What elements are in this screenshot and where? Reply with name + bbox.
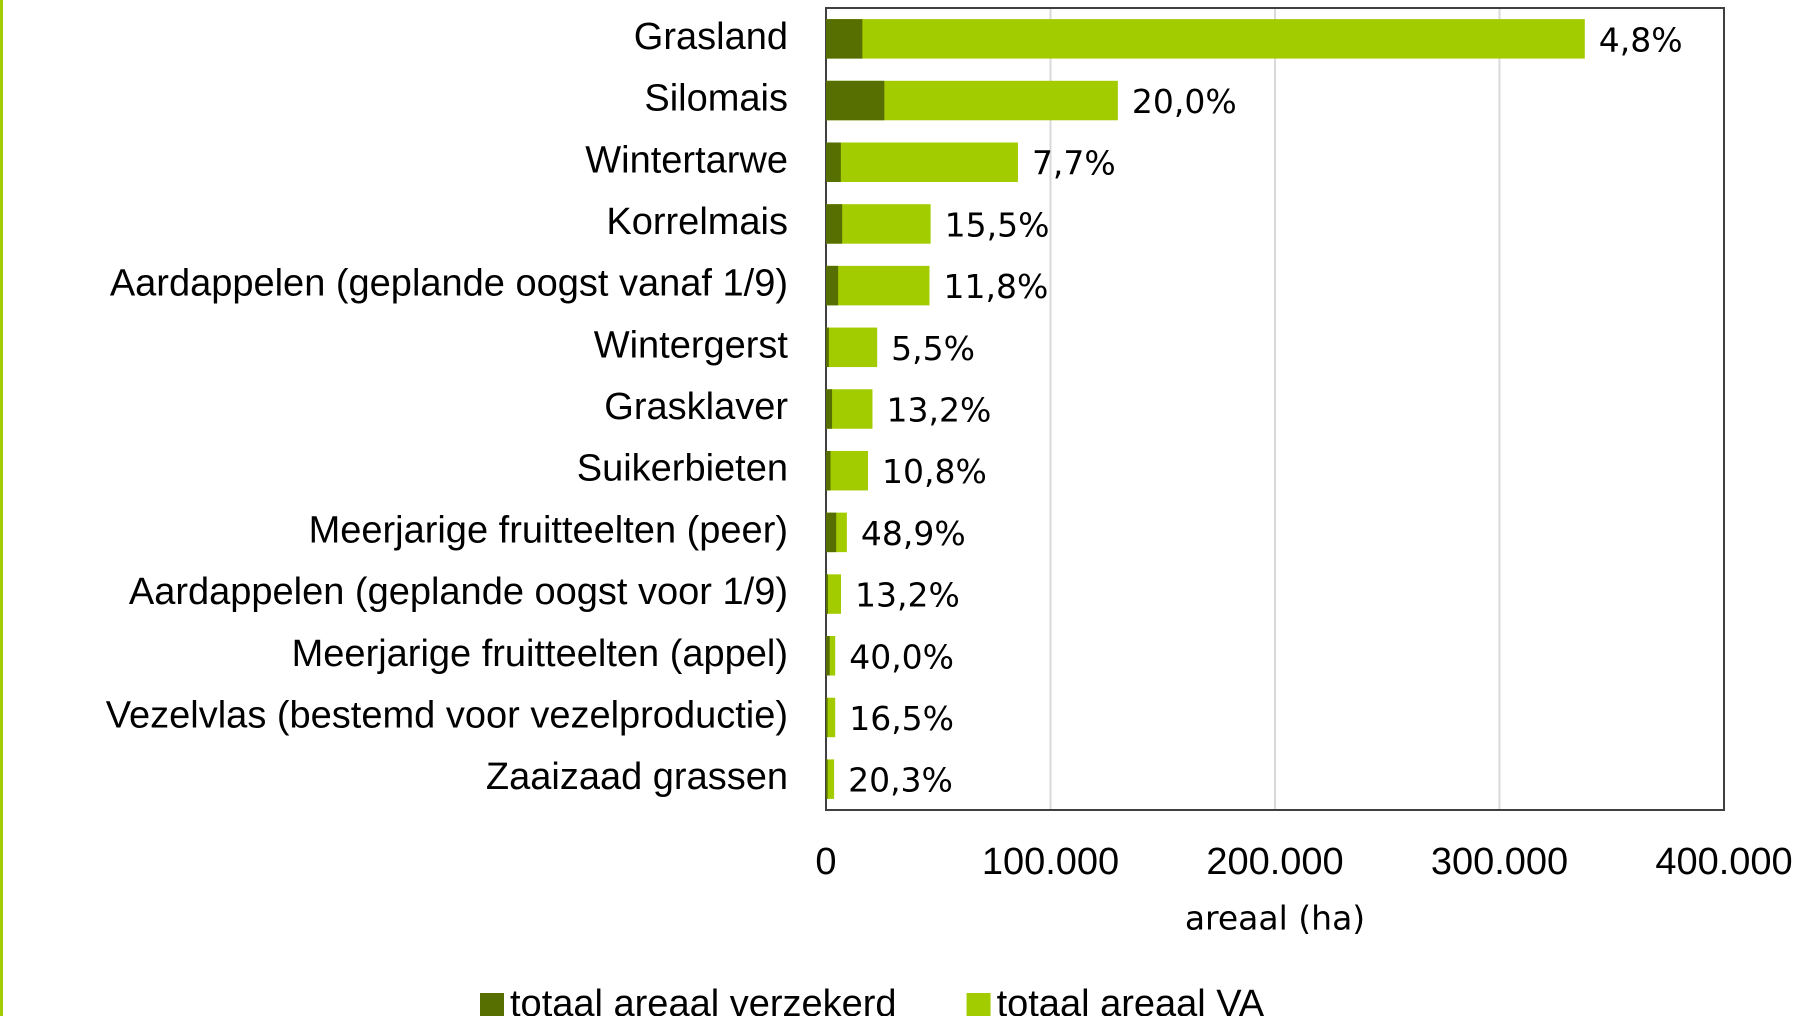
data-label: 20,0% (1132, 82, 1237, 121)
legend-swatch (480, 993, 504, 1016)
bar (826, 204, 931, 244)
bar (826, 450, 868, 491)
y-tick-label: Suikerbieten (577, 448, 788, 490)
x-tick-label: 400.000 (1655, 841, 1792, 883)
bar (826, 389, 833, 429)
y-tick-label: Wintergerst (594, 324, 789, 366)
data-label: 13,2% (886, 391, 991, 430)
y-tick-label: Zaaizaad grassen (486, 756, 788, 798)
data-label: 15,5% (945, 205, 1050, 244)
page-edge (0, 0, 3, 1016)
bar (826, 697, 836, 738)
x-tick-label: 100.000 (982, 841, 1119, 883)
y-tick-label: Wintertarwe (585, 139, 788, 181)
bar (826, 450, 831, 491)
bar (826, 19, 1585, 59)
y-tick-label: Meerjarige fruitteelten (appel) (292, 633, 788, 675)
bar (826, 759, 835, 799)
bar (826, 636, 830, 676)
bar (826, 389, 873, 429)
data-label: 16,5% (849, 699, 954, 738)
data-label: 4,8% (1599, 20, 1683, 59)
bar (826, 142, 1018, 182)
data-label: 5,5% (891, 329, 975, 368)
bar (826, 697, 828, 738)
bar (826, 574, 842, 614)
data-label: 7,7% (1032, 144, 1116, 183)
x-tick-label: 200.000 (1206, 841, 1343, 883)
y-tick-label: Korrelmais (606, 201, 788, 243)
x-axis-label: areaal (ha) (1185, 899, 1365, 938)
y-tick-label: Vezelvlas (bestemd voor vezelproductie) (106, 694, 788, 736)
y-tick-label: Meerjarige fruitteelten (peer) (309, 509, 788, 551)
y-tick-label: Aardappelen (geplande oogst voor 1/9) (129, 571, 788, 613)
bar (826, 574, 828, 614)
legend-label: totaal areaal verzekerd (510, 983, 897, 1016)
y-tick-label: Grasklaver (604, 386, 788, 428)
legend-swatch (966, 993, 991, 1016)
data-label: 13,2% (855, 576, 960, 615)
data-label: 48,9% (861, 514, 966, 553)
bar (826, 80, 885, 121)
x-tick-label: 300.000 (1431, 841, 1568, 883)
y-tick-label: Aardappelen (geplande oogst vanaf 1/9) (110, 263, 788, 305)
bar (826, 636, 836, 676)
bar (826, 142, 841, 182)
y-tick-label: Grasland (634, 16, 788, 58)
x-tick-label: 0 (815, 841, 836, 883)
legend-label: totaal areaal VA (997, 983, 1265, 1016)
bar (826, 327, 878, 368)
bar (826, 204, 843, 244)
data-label: 10,8% (882, 452, 987, 491)
bar (826, 265, 839, 306)
data-label: 20,3% (848, 761, 953, 800)
bar (826, 759, 828, 799)
bar (826, 19, 863, 59)
y-tick-label: Silomais (644, 78, 788, 120)
bar (826, 327, 829, 368)
data-label: 11,8% (943, 267, 1048, 306)
bar (826, 512, 837, 553)
bar (826, 265, 930, 306)
data-label: 40,0% (849, 637, 954, 676)
